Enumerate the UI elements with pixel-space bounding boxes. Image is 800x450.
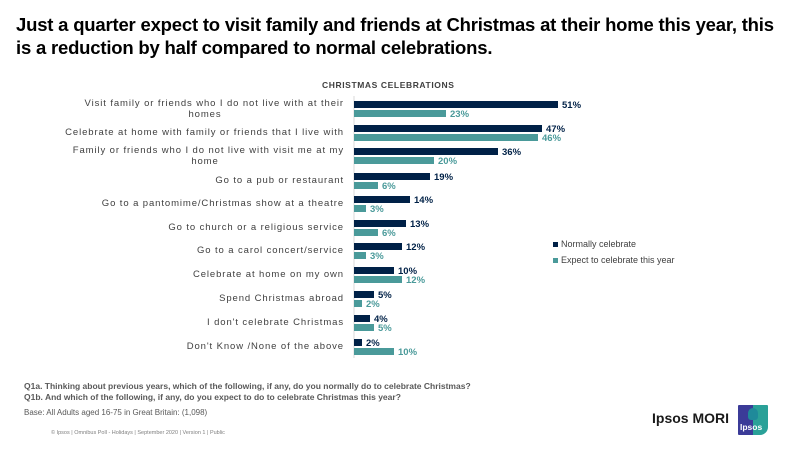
bar-expect	[354, 300, 362, 307]
bar-normal	[354, 125, 542, 132]
bar-expect	[354, 205, 366, 212]
value-label-expect: 3%	[370, 251, 384, 262]
bar-normal	[354, 220, 406, 227]
value-label-expect: 2%	[366, 299, 380, 310]
value-label-expect: 5%	[378, 323, 392, 334]
value-label-expect: 6%	[382, 228, 396, 239]
slide-title: Just a quarter expect to visit family an…	[16, 14, 774, 58]
legend-item-expect: Expect to celebrate this year	[553, 252, 675, 268]
ipsos-logo: Ipsos	[738, 405, 768, 435]
question-q1b: Q1b. And which of the following, if any,…	[24, 392, 401, 402]
question-q1a: Q1a. Thinking about previous years, whic…	[24, 381, 471, 391]
value-label-normal: 36%	[502, 147, 522, 158]
value-label-normal: 2%	[366, 338, 380, 349]
value-label-normal: 10%	[398, 266, 418, 277]
category-label: Go to a pantomime/Christmas show at a th…	[102, 198, 344, 209]
question-text: Q1a. Thinking about previous years, whic…	[24, 381, 471, 403]
legend: Normally celebrate Expect to celebrate t…	[553, 236, 675, 268]
bar-normal	[354, 173, 430, 180]
logo-text: Ipsos	[740, 422, 763, 432]
value-label-normal: 47%	[546, 124, 566, 135]
bar-normal	[354, 339, 362, 346]
category-label: Celebrate at home on my own	[193, 269, 344, 280]
category-label: I don't celebrate Christmas	[207, 317, 344, 328]
brand-name: Ipsos MORI	[652, 410, 730, 426]
category-label: Spend Christmas abroad	[219, 293, 344, 304]
category-label: Visit family or friends who I do not liv…	[85, 98, 344, 120]
value-label-expect: 12%	[406, 275, 426, 286]
value-label-expect: 23%	[450, 109, 470, 120]
bar-expect	[354, 110, 446, 117]
category-label: Go to church or a religious service	[168, 222, 344, 233]
value-label-normal: 14%	[414, 195, 434, 206]
category-label: Family or friends who I do not live with…	[73, 145, 344, 167]
bar-expect	[354, 134, 538, 141]
value-label-expect: 3%	[370, 204, 384, 215]
bar-expect	[354, 182, 378, 189]
value-label-normal: 5%	[378, 290, 392, 301]
bar-normal	[354, 291, 374, 298]
value-label-normal: 51%	[562, 100, 582, 111]
value-label-normal: 19%	[434, 172, 454, 183]
legend-swatch-normal	[553, 241, 558, 247]
bar-normal	[354, 101, 558, 108]
category-label: Go to a pub or restaurant	[215, 175, 344, 186]
legend-label: Expect to celebrate this year	[561, 255, 675, 265]
legend-item-normal: Normally celebrate	[553, 236, 675, 252]
bar-normal	[354, 315, 370, 322]
value-label-expect: 20%	[438, 156, 458, 167]
chart-title: CHRISTMAS CELEBRATIONS	[322, 80, 455, 90]
base-note: Base: All Adults aged 16-75 in Great Bri…	[24, 408, 208, 417]
bar-normal	[354, 243, 402, 250]
bar-expect	[354, 157, 434, 164]
value-label-expect: 6%	[382, 181, 396, 192]
bar-normal	[354, 196, 410, 203]
category-label: Don't Know /None of the above	[187, 341, 344, 352]
bar-normal	[354, 267, 394, 274]
category-label: Celebrate at home with family or friends…	[65, 127, 344, 138]
legend-swatch-expect	[553, 257, 558, 263]
bar-normal	[354, 148, 498, 155]
value-label-normal: 12%	[406, 242, 426, 253]
legend-label: Normally celebrate	[561, 239, 637, 249]
footer: © Ipsos | Omnibus Poll - Holidays | Sept…	[51, 430, 225, 436]
bar-expect	[354, 252, 366, 259]
value-label-normal: 13%	[410, 219, 430, 230]
bar-expect	[354, 276, 402, 283]
bar-expect	[354, 348, 394, 355]
bar-expect	[354, 229, 378, 236]
logo-head-icon	[748, 408, 758, 420]
bar-expect	[354, 324, 374, 331]
category-label: Go to a carol concert/service	[197, 245, 344, 256]
value-label-expect: 10%	[398, 347, 418, 358]
value-label-normal: 4%	[374, 314, 388, 325]
value-label-expect: 46%	[542, 133, 562, 144]
